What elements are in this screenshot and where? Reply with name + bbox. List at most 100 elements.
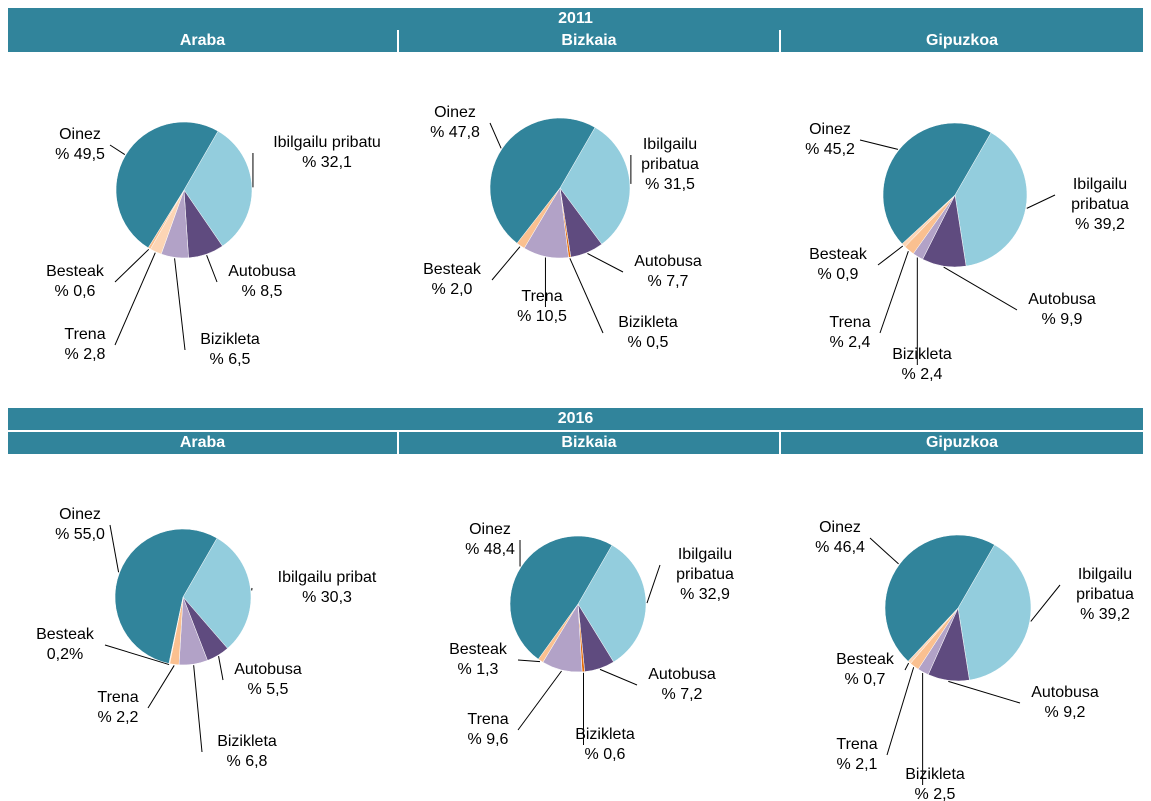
slice-label: Besteak % 0,6 (35, 262, 115, 302)
leader-line (491, 246, 521, 281)
leader-line (569, 258, 604, 334)
slice-label: Ibilgailu pribatu % 32,1 (252, 133, 402, 173)
slice-label: Ibilgailu pribatua % 39,2 (1055, 175, 1145, 235)
value-label: % 9,2 (1044, 704, 1086, 721)
slice-label: Oinez % 49,5 (50, 125, 110, 165)
category-label: Oinez (469, 521, 511, 538)
category-label: Trena (521, 288, 563, 305)
leader-line (886, 667, 915, 756)
leader-line (904, 662, 910, 671)
leader-line (599, 668, 638, 686)
category-label: Bizikleta (905, 766, 965, 783)
region-header: Bizkaia (399, 432, 779, 454)
slice-label: Oinez % 48,4 (460, 520, 520, 560)
value-label: % 30,3 (302, 589, 352, 606)
leader-line (147, 665, 175, 709)
category-label: Ibilgailu pribatua (676, 546, 734, 583)
value-label: % 2,4 (829, 334, 871, 351)
slice-label: Autobusa % 5,5 (223, 660, 313, 700)
leader-line (869, 537, 899, 565)
category-label: Bizikleta (892, 346, 952, 363)
slice-label: Autobusa % 8,5 (217, 262, 307, 302)
slice-label: Ibilgailu pribat % 30,3 (252, 568, 402, 608)
category-label: Trena (64, 326, 106, 343)
pie-slice (957, 544, 1032, 681)
category-label: Ibilgailu pribat (277, 569, 377, 586)
value-label: % 10,5 (517, 308, 567, 325)
slice-label: Ibilgailu pribatua % 39,2 (1060, 565, 1150, 625)
leader-line (587, 253, 624, 273)
region-header: Araba (8, 30, 397, 52)
value-label: % 0,9 (817, 266, 859, 283)
region-header: Araba (8, 432, 397, 454)
leader-line (646, 564, 661, 604)
category-label: Ibilgailu pribatua (641, 136, 699, 173)
pie-slice (114, 528, 218, 664)
slice-label: Bizikleta % 2,4 (877, 345, 967, 385)
slice-label: Oinez % 47,8 (420, 103, 490, 143)
slice-label: Bizikleta % 2,5 (890, 765, 980, 801)
slice-label: Autobusa % 7,2 (637, 665, 727, 705)
slice-label: Ibilgailu pribatua % 32,9 (660, 545, 750, 605)
value-label: % 2,8 (64, 346, 106, 363)
region-header: Bizkaia (399, 30, 779, 52)
leader-line (943, 266, 1018, 311)
region-header: Gipuzkoa (781, 432, 1143, 454)
slice-label: Trena % 2,4 (820, 313, 880, 353)
pie-slice (489, 117, 596, 244)
value-label: % 46,4 (815, 539, 865, 556)
value-label: % 1,3 (457, 661, 499, 678)
category-label: Ibilgailu pribatua (1071, 176, 1129, 213)
category-label: Ibilgailu pribatua (1076, 566, 1134, 603)
value-label: % 2,2 (97, 709, 139, 726)
value-label: % 2,1 (836, 756, 878, 773)
slice-label: Autobusa % 7,7 (623, 252, 713, 292)
leader-line (218, 656, 224, 681)
leader-line (104, 644, 170, 666)
value-label: % 2,0 (431, 281, 473, 298)
value-label: % 9,6 (467, 731, 509, 748)
leader-line (206, 255, 218, 283)
leader-line (859, 139, 899, 150)
category-label: Oinez (819, 519, 861, 536)
leader-line (109, 144, 126, 155)
value-label: % 48,4 (465, 541, 515, 558)
category-label: Bizikleta (217, 733, 277, 750)
category-label: Oinez (59, 126, 101, 143)
category-label: Autobusa (634, 253, 702, 270)
pie-slice (882, 122, 992, 245)
value-label: % 47,8 (430, 124, 480, 141)
category-label: Trena (829, 314, 871, 331)
year-header: 2016 (8, 408, 1143, 430)
category-label: Besteak (46, 263, 104, 280)
value-label: % 39,2 (1080, 606, 1130, 623)
leader-line (877, 245, 904, 266)
leader-line (517, 659, 541, 663)
value-label: 0,2% (46, 646, 84, 663)
category-label: Besteak (36, 626, 94, 643)
category-label: Bizikleta (575, 726, 635, 743)
value-label: % 31,5 (645, 176, 695, 193)
slice-label: Bizikleta % 6,8 (202, 732, 292, 772)
leader-line (114, 252, 156, 346)
slice-label: Besteak % 0,9 (798, 245, 878, 285)
category-label: Trena (467, 711, 509, 728)
category-label: Bizikleta (618, 314, 678, 331)
slice-label: Besteak % 0,7 (825, 650, 905, 690)
value-label: % 8,5 (241, 283, 283, 300)
leader-line (517, 670, 562, 731)
slice-label: Trena % 2,8 (55, 325, 115, 365)
leader-line (109, 524, 120, 573)
slice-label: Trena % 10,5 (507, 287, 577, 327)
pie-slice (577, 544, 647, 663)
slice-label: Besteak % 2,0 (412, 260, 492, 300)
value-label: % 0,6 (584, 746, 626, 763)
pie-slice (182, 537, 252, 649)
value-label: % 45,2 (805, 141, 855, 158)
slice-label: Trena % 9,6 (458, 710, 518, 750)
leader-line (174, 258, 186, 351)
leader-line (879, 250, 909, 334)
slice-label: Autobusa % 9,2 (1020, 683, 1110, 723)
